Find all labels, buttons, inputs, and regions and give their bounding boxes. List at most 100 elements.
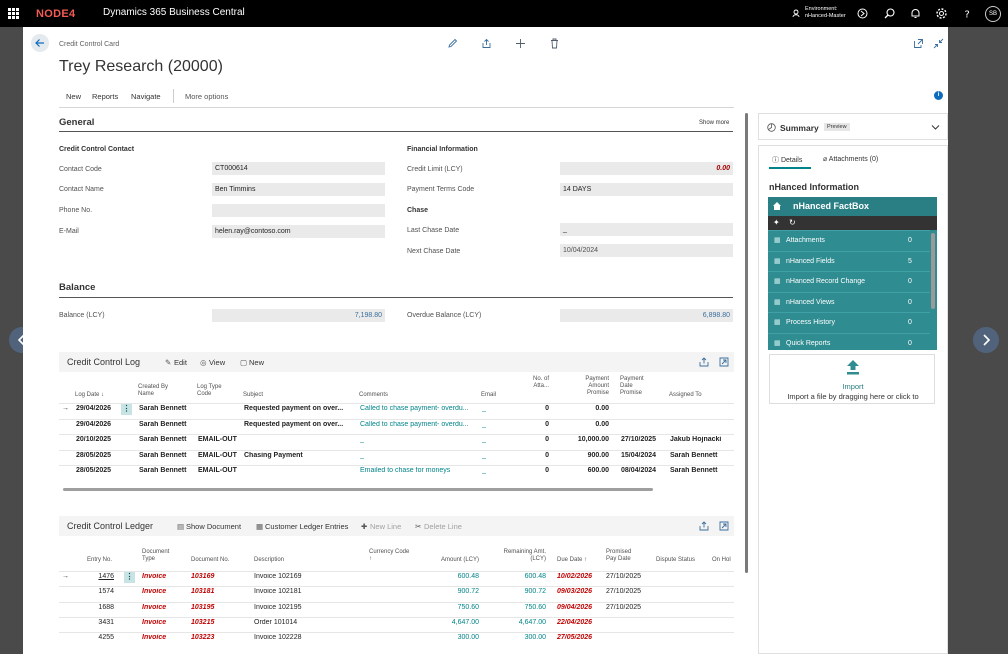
delete-line-action[interactable]: ✂ Delete Line [415, 522, 462, 531]
comments-cell[interactable]: _ [360, 436, 364, 443]
comments-cell[interactable]: Emailed to chase for moneys [360, 467, 451, 474]
remaining-amount-cell[interactable]: 300.00 [524, 634, 546, 642]
col-promised-date[interactable]: Promised Pay Date [606, 549, 632, 562]
comments-cell[interactable]: Called to chase payment- overdu... [360, 405, 469, 412]
phone-field[interactable] [212, 204, 385, 217]
more-options-action[interactable]: More options [185, 92, 229, 101]
col-comments[interactable]: Comments [359, 392, 389, 398]
email-cell[interactable]: _ [482, 451, 486, 459]
credit-limit-field[interactable]: 0.00 [560, 162, 733, 175]
ledger-expand-icon[interactable] [719, 521, 729, 531]
row-menu-button[interactable]: ⋮ [121, 404, 132, 415]
log-view-action[interactable]: ◎ View [200, 358, 226, 367]
col-created-by[interactable]: Created By Name [138, 384, 169, 397]
log-date-cell[interactable]: 29/04/2026 [76, 405, 112, 412]
wrench-icon[interactable]: ✦ [773, 218, 780, 227]
col-remaining[interactable]: Remaining Amt. (LCY) [503, 549, 546, 562]
log-date-cell[interactable]: 29/04/2026 [76, 420, 112, 428]
comments-cell[interactable]: Called to chase payment- overdu... [360, 420, 469, 428]
email-cell[interactable]: _ [482, 436, 486, 443]
edit-pencil-icon[interactable] [447, 38, 458, 49]
col-due-date[interactable]: Due Date ↑ [557, 557, 588, 563]
col-subject[interactable]: Subject [243, 392, 264, 398]
email-cell[interactable]: _ [482, 405, 486, 412]
remaining-amount-cell[interactable]: 750.60 [524, 603, 546, 611]
amount-cell[interactable]: 4,647.00 [451, 618, 479, 626]
col-amount[interactable]: Amount (LCY) [440, 557, 479, 563]
info-icon[interactable]: i [934, 91, 943, 100]
col-description[interactable]: Description [254, 557, 285, 563]
document-no-cell[interactable]: 103169 [191, 573, 215, 580]
overdue-balance-field[interactable]: 6,898.80 [560, 309, 733, 322]
new-line-action[interactable]: ✚ New Line [361, 522, 402, 531]
log-title[interactable]: Credit Control Log [67, 357, 141, 367]
col-log-type[interactable]: Log Type Code [197, 384, 222, 397]
amount-cell[interactable]: 900.72 [457, 588, 479, 596]
remaining-amount-cell[interactable]: 900.72 [524, 588, 546, 596]
log-date-cell[interactable]: 20/10/2025 [76, 436, 112, 443]
col-on-hold[interactable]: On Hol [712, 557, 731, 563]
document-no-cell[interactable]: 103223 [191, 634, 215, 642]
next-chase-field[interactable]: 10/04/2024 [560, 244, 733, 257]
ledger-title[interactable]: Credit Control Ledger [67, 521, 154, 531]
customer-ledger-entries-action[interactable]: ▦ Customer Ledger Entries [256, 522, 349, 531]
factbox-item[interactable]: ▦ nHanced Views 0 [768, 291, 930, 312]
entry-no-cell[interactable]: 4255 [98, 634, 114, 642]
log-expand-icon[interactable] [719, 357, 729, 367]
col-dispute-status[interactable]: Dispute Status [656, 557, 696, 563]
environment-info[interactable]: Environment: nHanced-Master [805, 6, 846, 19]
col-log-date[interactable]: Log Date ↓ [75, 392, 105, 398]
show-more-link[interactable]: Show more [699, 120, 730, 126]
tab-attachments[interactable]: ⌀ Attachments (0) [823, 156, 879, 163]
refresh-icon[interactable]: ↻ [789, 218, 796, 227]
log-horizontal-scrollbar[interactable] [63, 488, 653, 491]
document-no-cell[interactable]: 103181 [191, 588, 215, 596]
amount-cell[interactable]: 300.00 [457, 634, 479, 642]
col-attachments[interactable]: No. of Atta... [532, 376, 549, 389]
comments-cell[interactable]: _ [360, 451, 364, 459]
delete-icon[interactable] [549, 38, 560, 49]
entry-no-cell[interactable]: 3431 [98, 618, 114, 626]
open-new-window-icon[interactable] [913, 38, 924, 49]
col-document-no[interactable]: Document No. [191, 557, 230, 563]
email-cell[interactable]: _ [482, 467, 486, 474]
show-document-action[interactable]: ▤ Show Document [177, 522, 242, 531]
factbox-item[interactable]: ▦ Quick Reports 0 [768, 332, 930, 353]
entry-no-cell[interactable]: 1476 [98, 573, 114, 580]
next-record-button[interactable] [973, 327, 999, 353]
log-new-action[interactable]: ▢ New [240, 358, 265, 367]
import-label[interactable]: Import [842, 382, 864, 391]
ledger-share-icon[interactable] [699, 521, 709, 531]
app-title[interactable]: Dynamics 365 Business Central [103, 7, 245, 18]
entry-no-cell[interactable]: 1574 [98, 588, 114, 596]
factbox-scrollbar[interactable] [931, 233, 935, 309]
document-no-cell[interactable]: 103195 [191, 603, 215, 611]
copilot-icon[interactable] [856, 7, 869, 20]
log-edit-action[interactable]: ✎ Edit [165, 358, 187, 367]
col-entry-no[interactable]: Entry No. [87, 557, 113, 563]
payment-terms-field[interactable]: 14 DAYS [560, 183, 733, 196]
remaining-amount-cell[interactable]: 4,647.00 [518, 618, 546, 626]
document-no-cell[interactable]: 103215 [191, 618, 215, 626]
factbox-item[interactable]: ▦ nHanced Fields 5 [768, 250, 930, 271]
app-launcher-icon[interactable] [8, 8, 19, 19]
remaining-amount-cell[interactable]: 600.48 [524, 573, 546, 580]
col-document-type[interactable]: Document Type [142, 549, 170, 562]
amount-cell[interactable]: 600.48 [457, 573, 479, 580]
log-date-cell[interactable]: 28/05/2025 [76, 467, 112, 474]
back-button[interactable] [31, 34, 49, 52]
import-dropzone[interactable]: Import Import a file by dragging here or… [769, 354, 935, 404]
col-currency-code[interactable]: Currency Code ↑ [369, 549, 410, 562]
email-cell[interactable]: _ [482, 420, 486, 428]
chevron-down-icon[interactable] [931, 124, 940, 131]
share-icon[interactable] [481, 38, 492, 49]
factbox-item[interactable]: ▦ Process History 0 [768, 312, 930, 332]
row-menu-button[interactable]: ⋮ [124, 572, 135, 583]
factbox-item[interactable]: ▦ nHanced Record Change 0 [768, 271, 930, 291]
email-field[interactable]: helen.ray@contoso.com [212, 225, 385, 238]
col-payment-amount[interactable]: Payment Amount Promise [585, 376, 609, 396]
tab-details[interactable]: ⓘ Details [772, 157, 803, 164]
notification-bell-icon[interactable] [909, 7, 922, 20]
contact-name-field[interactable]: Ben Timmins [212, 183, 385, 196]
balance-section-title[interactable]: Balance [59, 282, 96, 293]
